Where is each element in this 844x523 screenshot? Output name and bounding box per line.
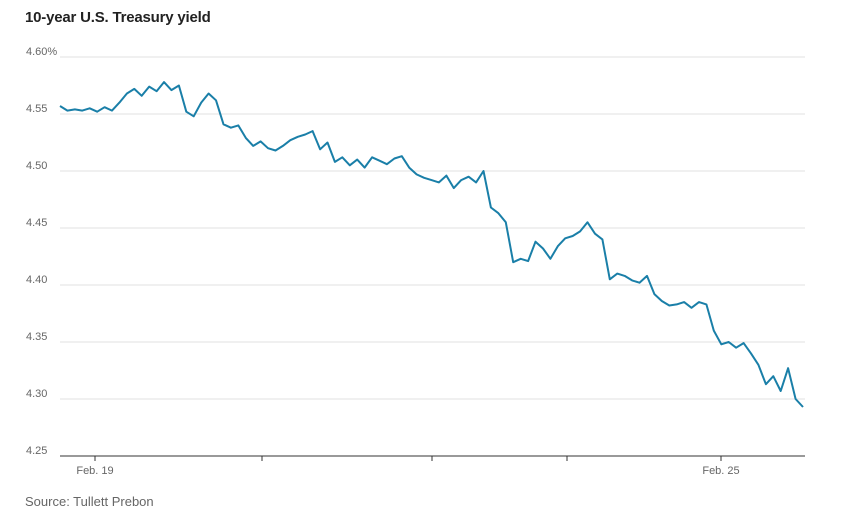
yield-line xyxy=(59,81,804,408)
x-axis-ticks: Feb. 19 Feb. 25 xyxy=(76,456,740,477)
x-tick-label: Feb. 19 xyxy=(76,465,113,477)
y-axis-ticks: 4.60% 4.55 4.50 4.45 4.40 4.35 4.30 4.25 xyxy=(26,46,57,457)
source-note: Source: Tullett Prebon xyxy=(25,494,154,509)
y-tick-label: 4.35 xyxy=(26,331,47,343)
y-tick-label: 4.25 xyxy=(26,445,47,457)
x-tick-label: Feb. 25 xyxy=(702,465,739,477)
y-tick-label: 4.50 xyxy=(26,160,47,172)
y-tick-label: 4.45 xyxy=(26,217,47,229)
y-tick-label: 4.30 xyxy=(26,388,47,400)
y-tick-label: 4.60% xyxy=(26,46,57,58)
y-tick-label: 4.40 xyxy=(26,274,47,286)
grid-lines xyxy=(60,56,805,400)
chart-title: 10-year U.S. Treasury yield xyxy=(25,9,211,26)
y-tick-label: 4.55 xyxy=(26,103,47,115)
